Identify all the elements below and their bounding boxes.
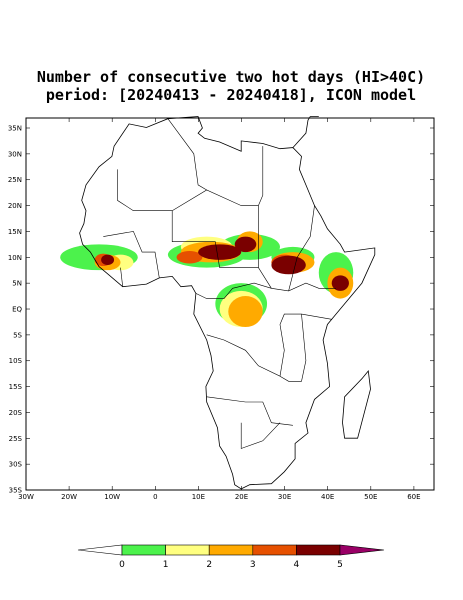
lat-label: 25N (8, 176, 22, 184)
border (206, 313, 332, 377)
lon-label: 0 (153, 493, 157, 501)
border (288, 205, 315, 291)
colorbar-label: 5 (337, 560, 343, 570)
lon-label: 20E (235, 493, 248, 501)
lat-label: 10N (8, 254, 22, 262)
map-area (60, 116, 376, 490)
hot-day-area (198, 244, 242, 260)
coastline (292, 116, 319, 148)
lat-label: 15N (8, 228, 22, 236)
colorbar-box (208, 544, 254, 556)
hot-day-area (228, 296, 263, 328)
colorbar-label: 1 (163, 560, 169, 570)
hot-day-area (331, 275, 349, 291)
lat-label: 10S (9, 357, 23, 365)
lat-label: 5N (12, 280, 22, 288)
lon-label: 20W (61, 493, 77, 501)
colorbar-label: 3 (250, 560, 256, 570)
lat-label: 5S (13, 331, 22, 339)
lat-label: 25S (9, 435, 23, 443)
colorbar-box (296, 544, 341, 556)
lat-label: 30N (8, 150, 22, 158)
title-line: Number of consecutive two hot days (HI>4… (37, 68, 425, 86)
colorbar-box (121, 544, 166, 556)
axis-ticks: 35N 30N 25N 20N 15N 10N 5N EQ 5S 10S 15S 20S 25S 30S 3… (8, 118, 434, 501)
hot-day-area (234, 236, 257, 253)
colorbar-box (252, 544, 297, 556)
lat-label: EQ (12, 306, 22, 314)
colorbar-arrow (339, 544, 385, 556)
lon-label: 30W (18, 493, 34, 501)
border (195, 282, 272, 299)
border (120, 267, 123, 287)
colorbar: 0 1 2 3 4 5 (77, 544, 385, 570)
lon-label: 10E (192, 493, 205, 501)
colorbar-label: 0 (119, 560, 125, 570)
lat-label: 20S (9, 409, 23, 417)
lon-label: 30E (278, 493, 291, 501)
border (240, 422, 281, 449)
lon-label: 60E (407, 493, 420, 501)
colorbar-label: 4 (294, 560, 300, 570)
lat-label: 20N (8, 202, 22, 210)
colorbar-label: 2 (206, 560, 212, 570)
hot-day-area (176, 251, 203, 264)
coastline (342, 370, 371, 439)
lon-label: 10W (104, 493, 120, 501)
lon-label: 50E (364, 493, 377, 501)
map-frame (25, 117, 435, 491)
border (167, 118, 207, 191)
lon-label: 40E (321, 493, 334, 501)
border (206, 396, 293, 426)
lat-label: 35N (8, 125, 22, 133)
lat-label: 35S (9, 487, 23, 495)
colorbar-arrow (77, 544, 123, 556)
lat-label: 15S (9, 383, 23, 391)
title-line: period: [20240413 - 20240418], ICON mode… (46, 86, 416, 104)
border (279, 314, 307, 382)
border (103, 231, 160, 278)
coastline (79, 116, 376, 490)
colorbar-box (165, 544, 210, 556)
lat-label: 30S (9, 461, 23, 469)
hot-day-area (101, 254, 115, 266)
hot-day-area (271, 255, 306, 275)
